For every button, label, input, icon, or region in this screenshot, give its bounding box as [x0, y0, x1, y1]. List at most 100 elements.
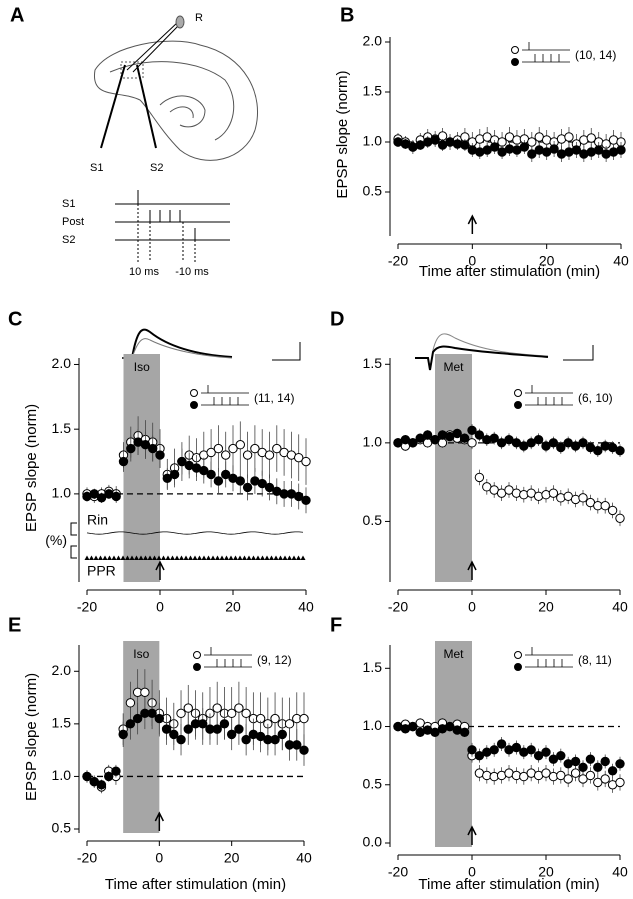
x-tick-label: 0	[468, 253, 476, 269]
data-point	[452, 428, 462, 439]
ppr-marker	[170, 555, 175, 560]
data-point	[111, 491, 121, 502]
ppr-marker	[111, 555, 117, 560]
ppr-marker	[143, 555, 148, 560]
data-point	[155, 450, 165, 460]
trace	[415, 333, 549, 371]
data-point	[235, 476, 246, 486]
data-point	[270, 713, 280, 724]
x-tick-label: -20	[388, 864, 408, 880]
legend-text: (6, 10)	[578, 391, 613, 405]
data-point	[533, 750, 544, 761]
data-point	[111, 766, 121, 776]
data-point	[241, 734, 251, 745]
data-point	[578, 493, 588, 503]
legend-text: (11, 14)	[254, 391, 294, 405]
data-point	[527, 149, 537, 159]
data-point	[548, 438, 559, 448]
data-point	[199, 465, 209, 476]
data-point	[277, 729, 287, 740]
row-label: Post	[62, 216, 84, 228]
data-point	[511, 742, 522, 753]
data-point	[221, 469, 231, 480]
legend-marker	[511, 46, 519, 54]
ppr-marker	[219, 555, 225, 560]
ppr-marker	[291, 555, 297, 560]
electrode-r	[132, 23, 181, 73]
data-point	[615, 446, 625, 456]
recording-area	[120, 61, 144, 79]
y-tick-label: 2.0	[52, 355, 72, 371]
data-point	[489, 433, 499, 443]
sub-label: Rin	[87, 512, 108, 528]
treatment-label: Met	[443, 360, 464, 374]
ppr-marker	[237, 555, 243, 560]
legend-marker	[514, 389, 522, 397]
y-axis-label: EPSP slope (norm)	[23, 404, 40, 532]
y-axis-label: EPSP slope (norm)	[23, 673, 40, 801]
data-point	[615, 759, 625, 769]
data-point	[299, 745, 309, 755]
data-point	[82, 771, 92, 782]
treatment-label: Iso	[134, 360, 150, 374]
data-point	[118, 729, 128, 740]
data-point	[169, 729, 179, 740]
data-point	[235, 440, 246, 450]
legend-marker	[514, 663, 522, 671]
data-point	[556, 442, 566, 453]
data-point	[132, 713, 143, 724]
x-axis-label: Time after stimulation (min)	[419, 263, 600, 280]
trace	[122, 328, 233, 359]
electrode-r	[126, 21, 179, 71]
panel-label: A	[10, 4, 24, 26]
legend-marker	[193, 651, 201, 659]
data-point	[125, 719, 136, 729]
ppr-marker	[179, 555, 184, 560]
data-point	[183, 703, 193, 713]
data-point	[161, 724, 172, 734]
data-point	[176, 734, 186, 745]
ppr-marker	[210, 555, 216, 560]
data-point	[228, 443, 238, 454]
x-tick-label: -20	[388, 599, 408, 615]
data-point	[600, 774, 610, 784]
data-point	[578, 762, 588, 772]
data-point	[234, 724, 244, 734]
legend-text: (10, 14)	[575, 48, 616, 62]
ppr-marker	[206, 555, 211, 560]
ppr-marker	[129, 555, 135, 560]
data-point	[564, 132, 574, 142]
interval-label: -10 ms	[175, 266, 209, 278]
data-point	[257, 478, 267, 489]
data-point	[570, 756, 581, 767]
bracket	[70, 522, 77, 559]
x-tick-label: 40	[613, 253, 629, 269]
y-tick-label: 1.0	[363, 434, 383, 450]
ppr-marker	[273, 555, 279, 560]
y-tick-label: 1.0	[52, 485, 72, 501]
ppr-marker	[246, 555, 252, 560]
data-point	[563, 774, 573, 784]
data-point	[226, 708, 237, 719]
y-tick-label: 0.5	[363, 512, 383, 528]
panel-label: D	[330, 308, 344, 330]
y-tick-label: 1.5	[363, 659, 383, 675]
data-point	[154, 713, 165, 724]
data-point	[118, 456, 129, 467]
data-point	[519, 142, 530, 152]
treatment-period	[435, 354, 472, 582]
dentate-inner	[169, 106, 194, 119]
x-tick-label: 20	[225, 599, 241, 615]
x-tick-label: -20	[77, 599, 97, 615]
legend-marker	[514, 401, 522, 409]
treatment-label: Met	[443, 647, 464, 661]
y-tick-label: 2.0	[363, 33, 383, 49]
y-tick-label: 0.5	[363, 775, 383, 791]
data-point	[570, 768, 581, 778]
ppr-marker	[215, 555, 220, 560]
data-point	[183, 724, 193, 734]
data-point	[104, 771, 114, 782]
ppr-marker	[134, 555, 139, 560]
data-point	[242, 482, 253, 493]
